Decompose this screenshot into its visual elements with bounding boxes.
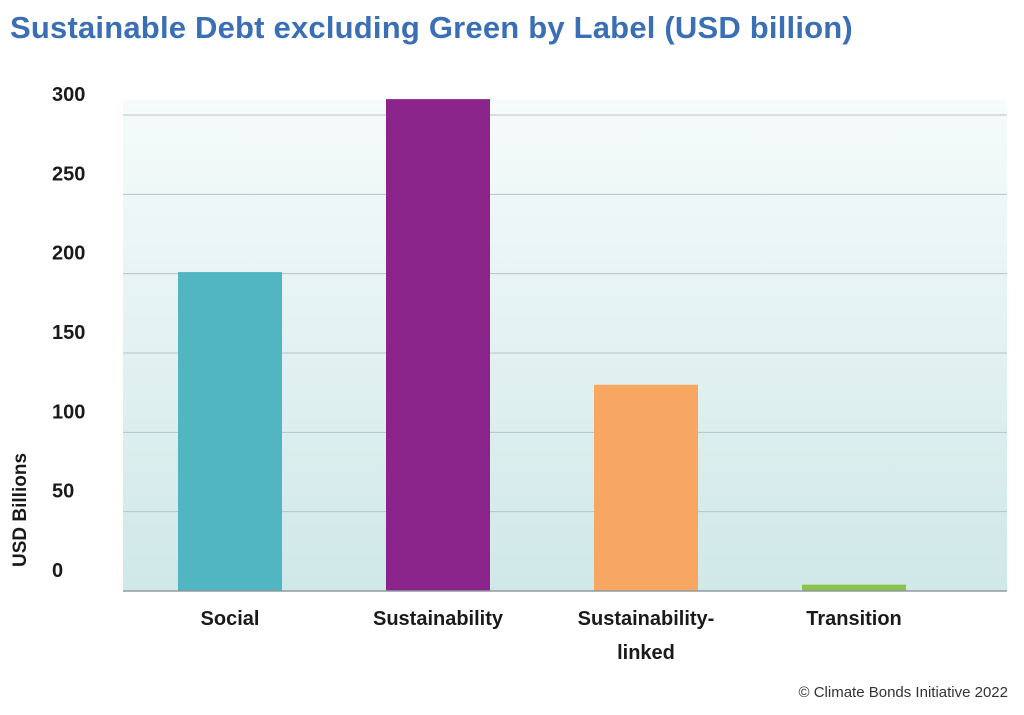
y-tick-label-200: 200 <box>52 243 85 265</box>
copyright-text: © Climate Bonds Initiative 2022 <box>798 684 1009 701</box>
bar-social <box>178 272 282 591</box>
y-axis-title: USD Billions <box>10 453 31 567</box>
x-tick-label-sustainability: Sustainability <box>373 608 504 630</box>
chart-title: Sustainable Debt excluding Green by Labe… <box>10 10 853 45</box>
bar-sustainability <box>386 99 490 591</box>
y-tick-label-250: 250 <box>52 163 85 185</box>
y-tick-label-100: 100 <box>52 401 85 423</box>
x-tick-label-sustainability-linked: Sustainability-linked <box>578 608 715 664</box>
bar-transition <box>802 584 906 591</box>
y-tick-label-50: 50 <box>52 481 74 503</box>
x-tick-label-social: Social <box>201 608 260 630</box>
bar-sustainability-linked <box>594 384 698 591</box>
y-tick-label-0: 0 <box>52 560 63 582</box>
x-tick-label-transition: Transition <box>806 608 902 630</box>
y-tick-label-300: 300 <box>52 84 85 106</box>
y-tick-label-150: 150 <box>52 322 85 344</box>
